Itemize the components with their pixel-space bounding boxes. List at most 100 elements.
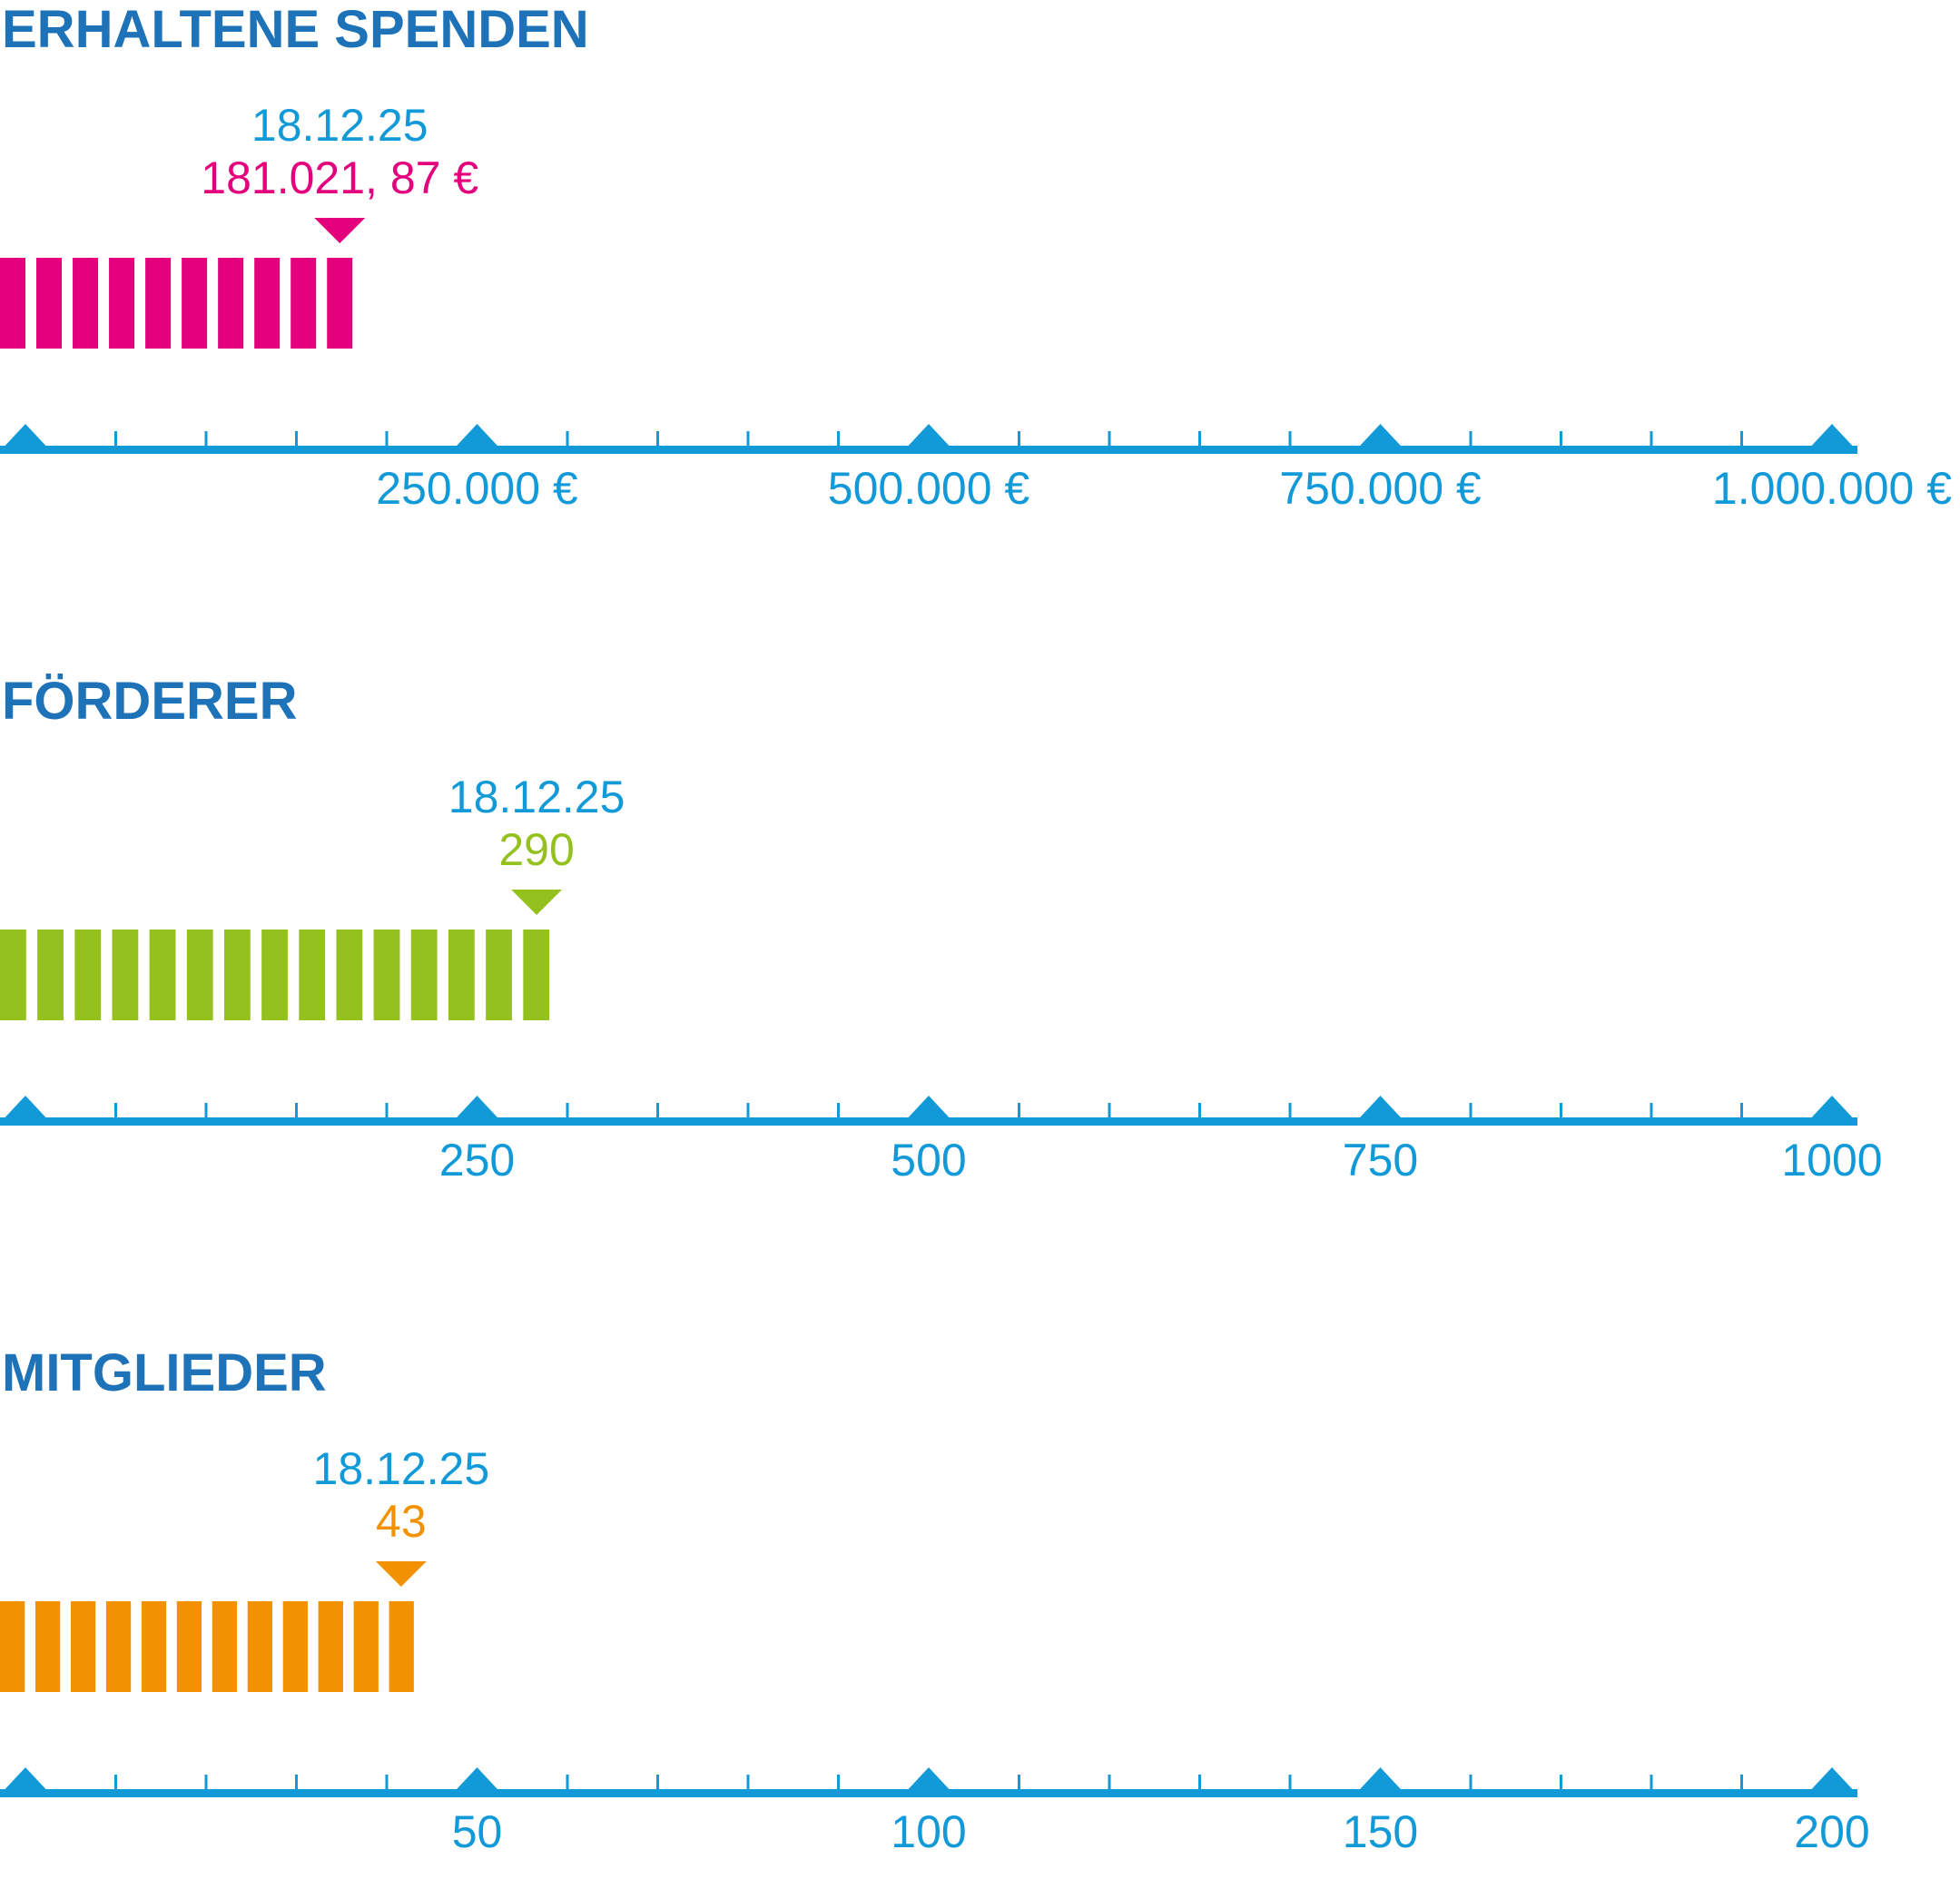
bar-segment [247,1601,273,1692]
value-label: 290 [498,824,574,875]
major-tick-icon [903,424,954,451]
bar-segment [212,1601,238,1692]
bar-segment [218,258,244,349]
minor-tick [656,431,659,449]
major-tick-icon [451,1767,503,1795]
bar-segment [182,258,208,349]
minor-tick [1288,431,1292,449]
bar-segment [373,930,400,1020]
minor-tick [1740,431,1743,449]
minor-tick [1288,1775,1292,1793]
bar-segment [176,1601,202,1692]
major-tick-icon [1354,1767,1406,1795]
tick-label: 1000 [1781,1135,1882,1185]
minor-tick [1108,1775,1111,1793]
minor-tick [114,431,117,449]
major-tick-icon [451,1096,503,1123]
minor-tick [204,1103,208,1121]
minor-tick [1650,1775,1653,1793]
bar-segment [109,258,135,349]
bar-segment [448,930,475,1020]
bar-segment [36,258,63,349]
tick-label: 500 [891,1135,966,1185]
minor-tick [746,1103,750,1121]
minor-tick [1018,1103,1020,1121]
date-label: 18.12.25 [448,772,625,822]
minor-tick [1740,1775,1743,1793]
bar-segment [389,1601,414,1692]
minor-tick [837,1775,840,1793]
tick-label: 150 [1343,1806,1418,1857]
minor-tick [114,1103,117,1121]
value-pointer-icon [314,218,366,243]
bar-segment [254,258,281,349]
bar-segment [523,930,550,1020]
bar-segment [261,930,288,1020]
bar-segment [223,930,251,1020]
minor-tick [1650,1103,1653,1121]
bar-segment [299,930,326,1020]
value-pointer-icon [511,890,563,915]
bar-segment [410,930,438,1020]
major-tick-icon [0,424,51,451]
minor-tick [837,1103,840,1121]
bar-segment [34,1601,61,1692]
bar-segment [149,930,176,1020]
major-tick-icon [903,1096,954,1123]
minor-tick [1018,431,1020,449]
major-tick-icon [0,1096,51,1123]
major-tick-icon [1354,1096,1406,1123]
bar-segment [186,930,213,1020]
bar-segment [112,930,139,1020]
major-tick-icon [903,1767,954,1795]
minor-tick [204,431,208,449]
bar-segment [327,258,353,349]
minor-tick [295,1103,298,1121]
minor-tick [385,1103,389,1121]
minor-tick [566,1775,569,1793]
bar-segment [74,930,102,1020]
minor-tick [1108,1103,1111,1121]
minor-tick [656,1103,659,1121]
bar-segment [0,930,26,1020]
bar-segment [0,258,26,349]
minor-tick [114,1775,117,1793]
minor-tick [1740,1103,1743,1121]
tick-label: 50 [452,1806,503,1857]
bar-segment [486,930,512,1020]
date-label: 18.12.25 [313,1443,490,1494]
minor-tick [1560,1103,1562,1121]
minor-tick [1288,1103,1292,1121]
minor-tick [746,431,750,449]
section-title: MITGLIEDER [2,1343,327,1402]
section-title: ERHALTENE SPENDEN [2,0,589,59]
bar-segment [73,258,99,349]
minor-tick [746,1775,750,1793]
minor-tick [656,1775,659,1793]
major-tick-icon [0,1767,51,1795]
minor-tick [1198,431,1201,449]
bar-segment [70,1601,96,1692]
major-tick-icon [1807,424,1857,451]
bar-segment [141,1601,167,1692]
bar-segment [105,1601,132,1692]
major-tick-icon [1354,424,1406,451]
tick-label: 250.000 € [376,463,578,514]
minor-tick [1198,1103,1201,1121]
bar-segment [37,930,64,1020]
section-title: FÖRDERER [2,672,297,731]
tick-label: 250 [439,1135,515,1185]
minor-tick [1469,1103,1472,1121]
major-tick-icon [451,424,503,451]
minor-tick [295,431,298,449]
tick-label: 1.000.000 € [1712,463,1952,514]
minor-tick [566,1103,569,1121]
minor-tick [1198,1775,1201,1793]
minor-tick [1469,1775,1472,1793]
tick-label: 750 [1343,1135,1418,1185]
tick-label: 200 [1794,1806,1869,1857]
minor-tick [1650,431,1653,449]
